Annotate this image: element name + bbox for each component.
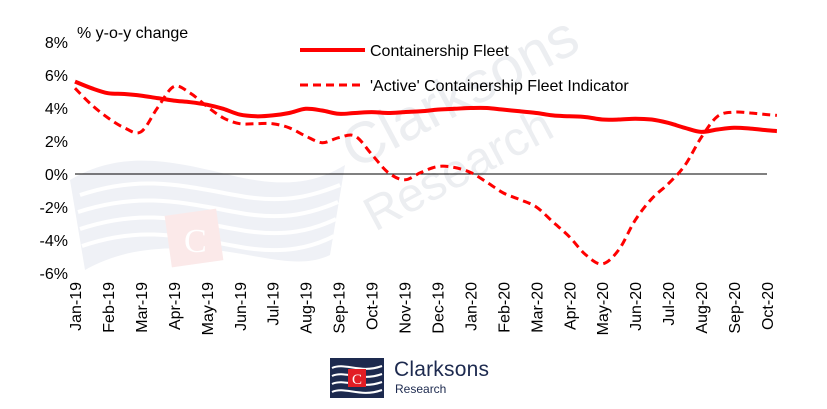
y-tick-label: 4% (45, 101, 68, 118)
x-tick-label: Feb-19 (101, 282, 118, 333)
series-layer (73, 79, 778, 266)
y-tick-label: -4% (40, 233, 68, 250)
legend-label-active: 'Active' Containership Fleet Indicator (370, 78, 629, 95)
x-tick-label: Aug-19 (299, 282, 316, 334)
legend-label-fleet: Containership Fleet (370, 43, 509, 60)
x-tick-label: Jan-20 (463, 282, 480, 331)
x-tick-label: May-19 (200, 282, 217, 335)
y-tick-label: 2% (45, 134, 68, 151)
x-tick-label: Nov-19 (398, 282, 415, 334)
x-tick-label: Jan-19 (68, 282, 85, 331)
x-tick-label: Mar-19 (134, 282, 151, 333)
logo-sub: Research (395, 382, 447, 396)
x-tick-label: Sep-19 (332, 282, 349, 334)
y-tick-label: -6% (40, 266, 68, 283)
y-tick-label: 8% (45, 35, 68, 52)
x-tick-label: Jul-19 (266, 282, 283, 326)
clarksons-watermark: C Clarksons Research (70, 3, 589, 270)
logo-name: Clarksons (394, 358, 490, 381)
x-tick-label: Feb-20 (496, 282, 513, 333)
x-tick-label: Apr-20 (562, 282, 579, 330)
x-tick-label: Oct-19 (365, 282, 382, 330)
logo-emblem: C (330, 358, 384, 398)
y-tick-label: 6% (45, 68, 68, 85)
x-tick-label: Apr-19 (167, 282, 184, 330)
x-tick-label: Mar-20 (529, 282, 546, 333)
legend: Containership Fleet 'Active' Containersh… (300, 43, 629, 95)
svg-text:C: C (352, 372, 362, 388)
x-tick-label: Oct-20 (760, 282, 777, 330)
watermark-emblem: C (70, 160, 345, 270)
x-tick-label: Sep-20 (727, 282, 744, 334)
x-tick-label: Aug-20 (694, 282, 711, 334)
clarksons-logo: C Clarksons Research (330, 356, 500, 400)
x-tick-label: Jun-19 (233, 282, 250, 331)
svg-text:C: C (184, 223, 207, 260)
x-tick-labels: Jan-19 Feb-19 Mar-19 Apr-19 May-19 Jun-19 Jul-… (68, 282, 777, 335)
x-tick-label: May-20 (595, 282, 612, 335)
x-tick-label: Jun-20 (628, 282, 645, 331)
series-line-containership-fleet (74, 79, 778, 134)
y-tick-labels: 8% 6% 4% 2% 0% -2% -4% -6% (40, 35, 68, 283)
y-axis-label: % y-o-y change (77, 25, 188, 42)
x-tick-label: Dec-19 (430, 282, 447, 334)
y-tick-label: -2% (40, 200, 68, 217)
y-tick-label: 0% (45, 167, 68, 184)
x-tick-label: Jul-20 (661, 282, 678, 326)
series-line-active-fleet (73, 84, 777, 266)
